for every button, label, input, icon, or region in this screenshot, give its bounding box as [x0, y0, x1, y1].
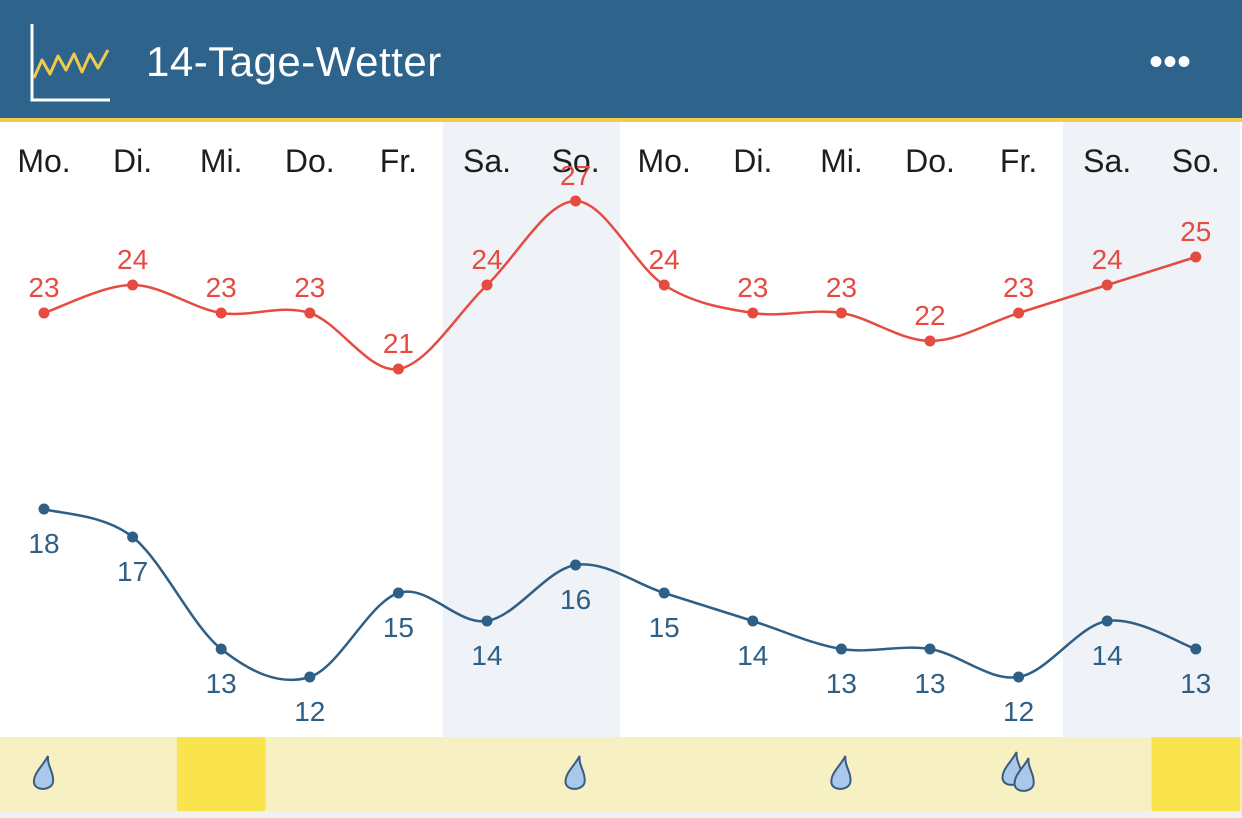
low-temp-label: 13: [914, 668, 945, 699]
high-temp-point: [1013, 307, 1025, 319]
day-label: Mo.: [17, 143, 70, 179]
day-label: Di.: [733, 143, 772, 179]
low-temp-label: 16: [560, 584, 591, 615]
day-label: Do.: [285, 143, 335, 179]
low-temp-point: [215, 643, 227, 655]
low-temp-point: [38, 503, 50, 515]
more-dots-icon[interactable]: •••: [1148, 40, 1191, 84]
low-temp-label: 14: [1092, 640, 1123, 671]
raindrop-icon: [564, 755, 586, 790]
day-label: Sa.: [1083, 143, 1131, 179]
raindrop-icon: [32, 755, 55, 790]
low-temp-label: 13: [1180, 668, 1211, 699]
low-temp-label: 14: [471, 640, 502, 671]
low-temp-point: [1190, 643, 1202, 655]
day-label: Mi.: [200, 143, 243, 179]
weekend-column: [1062, 122, 1241, 737]
high-temp-point: [304, 307, 316, 319]
low-temp-point: [481, 615, 493, 627]
high-temp-label: 23: [206, 272, 237, 303]
high-temp-point: [1101, 279, 1113, 291]
low-temp-label: 12: [1003, 696, 1034, 727]
high-temp-point: [481, 279, 493, 291]
high-temp-point: [835, 307, 847, 319]
high-temp-point: [38, 307, 50, 319]
low-temp-point: [924, 643, 936, 655]
high-temp-point: [658, 279, 670, 291]
low-temp-label: 14: [737, 640, 768, 671]
day-label: So.: [1172, 143, 1220, 179]
header-divider: [0, 118, 1242, 122]
high-temp-point: [1190, 251, 1202, 263]
high-temp-label: 24: [1092, 244, 1123, 275]
high-temp-label: 23: [1003, 272, 1034, 303]
bottom-edge: [0, 811, 1242, 818]
day-label: Do.: [905, 143, 955, 179]
sunny-day-cell: [176, 737, 266, 811]
high-temp-label: 21: [383, 328, 414, 359]
day-label: So.: [552, 143, 600, 179]
low-temp-point: [127, 531, 139, 543]
high-temp-point: [215, 307, 227, 319]
day-label: Sa.: [463, 143, 511, 179]
high-temp-label: 22: [914, 300, 945, 331]
sunny-day-cell: [1151, 737, 1241, 811]
low-temp-point: [570, 559, 582, 571]
low-temp-label: 15: [383, 612, 414, 643]
high-temp-label: 25: [1180, 216, 1211, 247]
day-label: Mo.: [638, 143, 691, 179]
low-temp-label: 18: [28, 528, 59, 559]
high-temp-label: 27: [560, 160, 591, 191]
raindrop-icon: [830, 755, 852, 790]
high-temp-point: [747, 307, 759, 319]
day-label: Fr.: [380, 143, 417, 179]
low-temp-point: [304, 671, 316, 683]
high-temp-label: 24: [117, 244, 148, 275]
day-label: Fr.: [1000, 143, 1037, 179]
low-temp-label: 13: [206, 668, 237, 699]
high-temp-label: 24: [649, 244, 680, 275]
day-label: Mi.: [820, 143, 863, 179]
day-label: Di.: [113, 143, 152, 179]
weekend-column: [442, 122, 620, 737]
forecast-chart: Mo. Di. Mi. Do. Fr. Sa. So. Mo. Di. Mi. Do. Fr. Sa. S…: [0, 122, 1242, 811]
high-temp-label: 23: [294, 272, 325, 303]
high-temp-label: 23: [826, 272, 857, 303]
high-temp-line: [43, 199, 1197, 371]
high-temp-point: [392, 363, 404, 375]
high-temp-point: [570, 195, 582, 207]
low-temp-label: 15: [649, 612, 680, 643]
low-temp-label: 13: [826, 668, 857, 699]
low-temp-point: [1101, 615, 1113, 627]
page-title: 14-Tage-Wetter: [146, 38, 442, 85]
low-temp-label: 17: [117, 556, 148, 587]
low-temp-point: [1013, 671, 1025, 683]
low-temp-point: [747, 615, 759, 627]
low-temp-point: [392, 587, 404, 599]
high-temp-label: 23: [737, 272, 768, 303]
app-header: 14-Tage-Wetter •••: [0, 0, 1242, 118]
low-temp-label: 12: [294, 696, 325, 727]
high-temp-label: 23: [28, 272, 59, 303]
high-temp-label: 24: [471, 244, 502, 275]
raindrop-icon: [1013, 757, 1035, 792]
line-chart-icon: [30, 24, 110, 102]
low-temp-point: [658, 587, 670, 599]
high-temp-point: [924, 335, 936, 347]
low-temp-point: [835, 643, 847, 655]
high-temp-point: [127, 279, 139, 291]
